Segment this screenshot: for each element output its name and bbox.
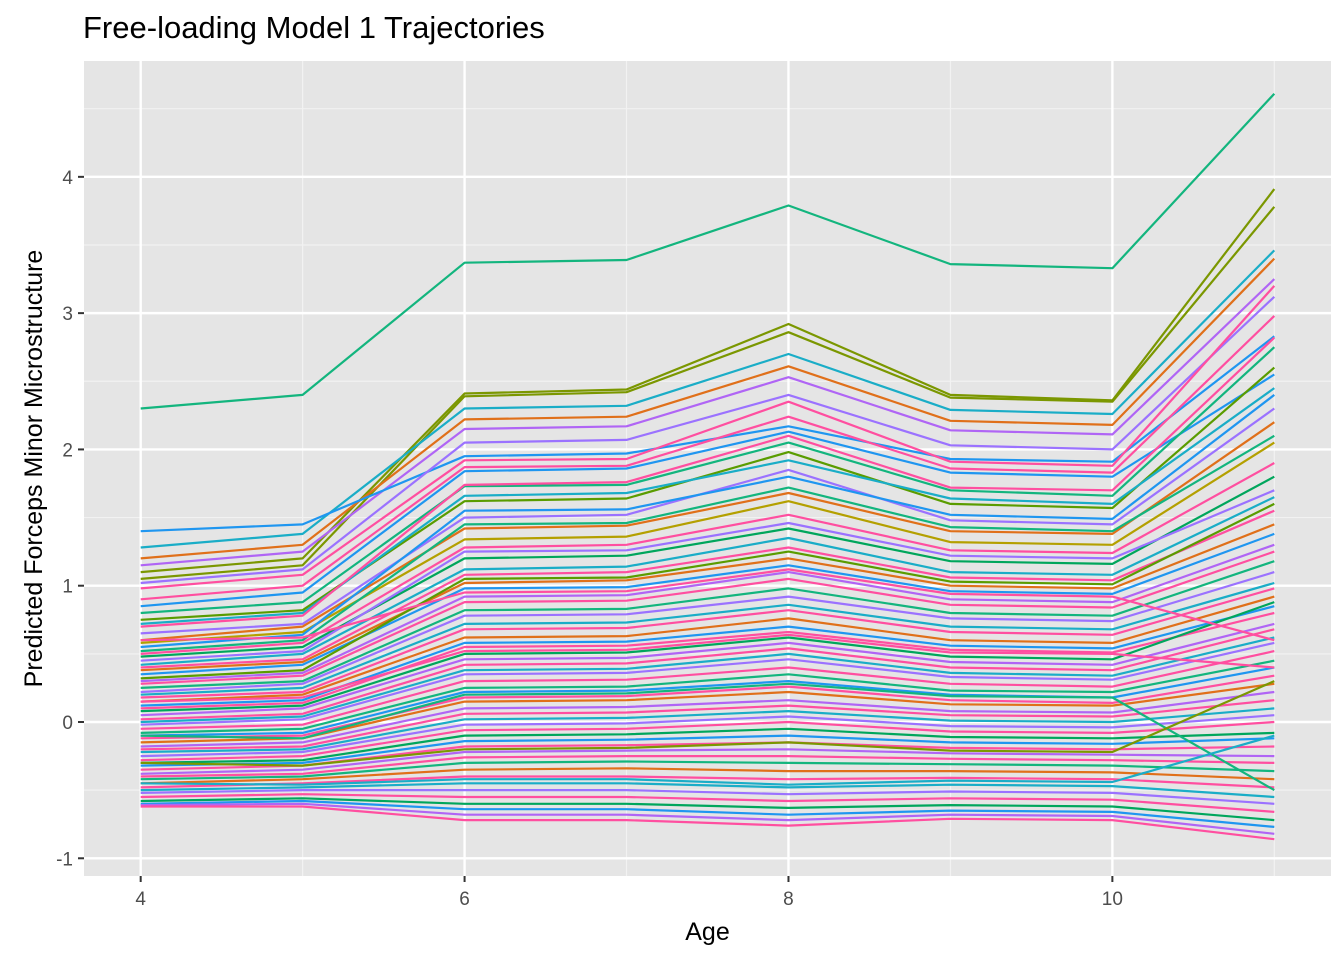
trajectory-line-41	[140, 636, 1275, 724]
trajectory-line-7	[140, 335, 1275, 533]
trajectory-line-52	[140, 720, 1275, 762]
trajectory-line-72	[140, 633, 1275, 703]
trajectory-line-54	[140, 734, 1275, 767]
trajectory-line-53	[140, 727, 1275, 764]
x-tick-label: 8	[783, 889, 794, 910]
x-tick-label: 6	[459, 889, 470, 910]
trajectory-line-58	[140, 760, 1275, 781]
trajectory-line-59	[140, 767, 1275, 785]
trajectory-line-62	[140, 788, 1275, 805]
trajectory-line-12	[140, 346, 1276, 615]
x-tick-label: 4	[135, 889, 146, 910]
trajectory-line-18	[140, 441, 1275, 644]
y-tick-label: 3	[62, 304, 73, 325]
trajectory-line-50	[140, 707, 1275, 754]
trajectory-line-44	[140, 659, 1275, 734]
trajectory-line-19	[140, 394, 1275, 649]
trajectory-line-29	[140, 543, 1275, 683]
plot-panel	[84, 61, 1331, 876]
axes: 4 6 8 10 -1 0 1 2 3 4	[56, 168, 1123, 910]
trajectory-line-42	[140, 641, 1275, 726]
trajectory-line-10	[140, 315, 1276, 601]
trajectory-line-32	[140, 571, 1275, 694]
trajectory-line-39	[140, 622, 1275, 717]
trajectory-line-40	[140, 628, 1275, 721]
series-lines	[140, 92, 1276, 841]
trajectory-line-6	[140, 278, 1276, 567]
trajectory-line-48	[140, 690, 1275, 748]
y-tick-label: -1	[56, 849, 73, 870]
trajectory-line-43	[140, 650, 1275, 730]
trajectory-line-37	[140, 611, 1275, 710]
y-axis-title: Predicted Forceps Minor Microstructure	[20, 250, 48, 688]
trajectory-line-71	[140, 734, 1275, 786]
trajectory-line-46	[140, 674, 1275, 740]
trajectory-line-34	[140, 587, 1275, 699]
trajectory-line-35	[140, 595, 1275, 703]
trajectory-line-38	[140, 601, 1275, 713]
trajectory-line-56	[140, 748, 1275, 775]
trajectory-line-65	[140, 799, 1275, 828]
trajectory-line-25	[140, 509, 1275, 669]
trajectory-line-47	[140, 682, 1275, 744]
trajectory-line-13	[140, 366, 1276, 621]
trajectory-line-26	[140, 523, 1275, 672]
trajectory-line-30	[140, 550, 1275, 685]
trajectory-line-66	[140, 802, 1275, 835]
trajectory-line-15	[140, 336, 1276, 628]
trajectory-line-17	[140, 421, 1275, 642]
y-tick-label: 0	[62, 713, 73, 734]
trajectory-line-49	[140, 699, 1275, 751]
trajectory-line-23	[140, 489, 1275, 662]
trajectory-line-67	[140, 805, 1275, 841]
trajectory-line-1	[140, 92, 1276, 410]
y-tick-label: 4	[62, 168, 73, 189]
trajectory-line-31	[140, 560, 1275, 689]
trajectory-line-11	[140, 373, 1275, 608]
trajectory-line-21	[140, 462, 1275, 655]
trajectory-line-8	[140, 295, 1276, 585]
chart-title: Free-loading Model 1 Trajectories	[83, 10, 545, 45]
trajectory-line-33	[140, 581, 1275, 696]
trajectory-line-57	[140, 754, 1275, 778]
trajectory-line-63	[140, 793, 1275, 813]
y-tick-label: 2	[62, 440, 73, 461]
trajectory-line-64	[140, 797, 1275, 822]
trajectory-line-69	[140, 680, 1275, 767]
trajectory-line-68	[140, 682, 1275, 792]
trajectory-line-5	[140, 257, 1276, 560]
trajectory-line-60	[140, 775, 1275, 789]
trajectory-line-61	[140, 782, 1275, 799]
x-tick-label: 10	[1102, 889, 1123, 910]
y-tick-label: 1	[62, 577, 73, 598]
trajectory-line-9	[140, 285, 1276, 590]
trajectory-line-3	[140, 206, 1276, 580]
trajectory-line-20	[140, 434, 1275, 653]
trajectory-line-70	[140, 568, 1275, 642]
trajectory-line-22	[140, 475, 1275, 658]
trajectory-line-27	[140, 532, 1275, 676]
trajectory-line-51	[140, 714, 1275, 758]
x-axis-title: Age	[685, 918, 729, 946]
trajectory-line-28	[140, 502, 1275, 680]
trajectory-line-24	[140, 496, 1275, 666]
